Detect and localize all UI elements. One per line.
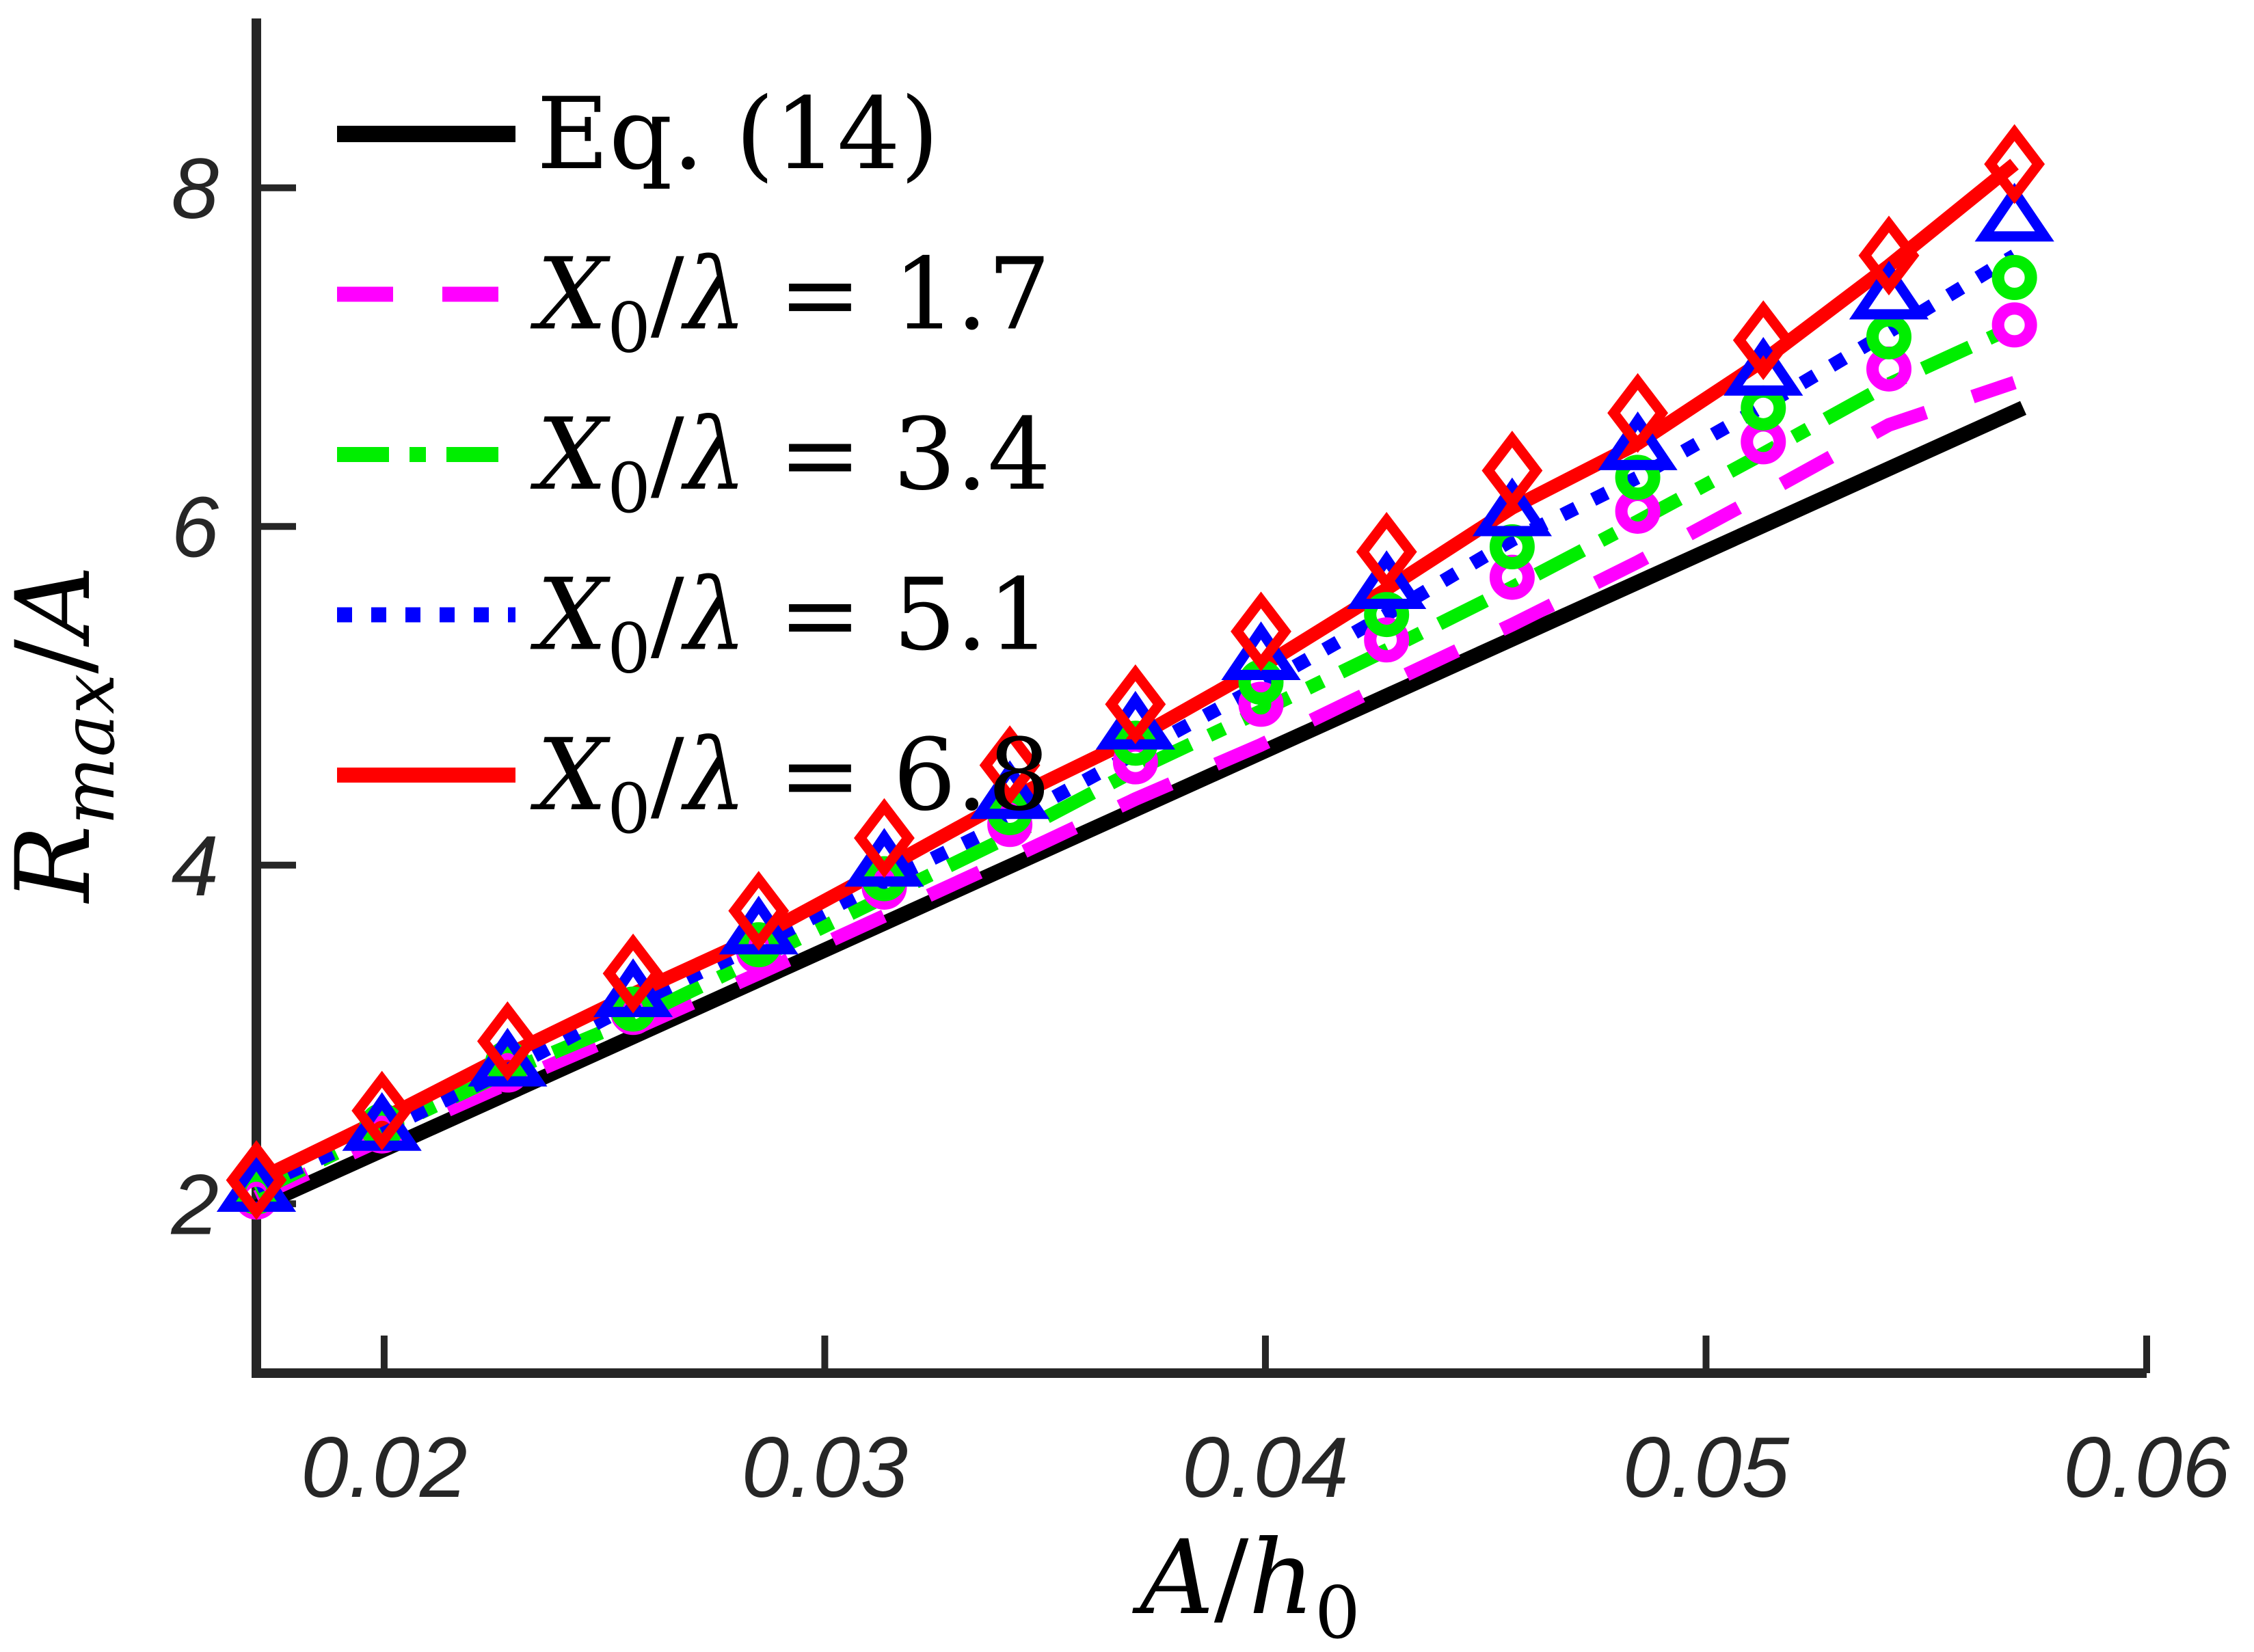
markers-x0l68 — [226, 124, 2045, 1220]
marker-diamond — [1356, 512, 1417, 592]
marker-circle — [1238, 681, 1284, 727]
y-tick-label: 8 — [171, 141, 219, 236]
y-tick-label: 6 — [171, 480, 219, 575]
marker-triangle — [844, 828, 924, 887]
marker-triangle — [969, 760, 1050, 820]
marker-triangle — [1472, 477, 1553, 537]
marker-diamond — [1607, 373, 1669, 453]
y-axis-label: Rmax/A — [0, 565, 131, 904]
marker-triangle — [1598, 411, 1678, 470]
plot-area — [216, 124, 2054, 1220]
marker-circle — [1866, 314, 1911, 360]
x-tick-label: 0.02 — [301, 1420, 467, 1515]
legend-label-x0l51: X0/λ = 5.1 — [530, 558, 1051, 689]
y-tick-label: 2 — [170, 1157, 219, 1252]
marker-diamond — [1231, 591, 1291, 672]
marker-circle — [1991, 302, 2037, 348]
marker-diamond — [1105, 664, 1166, 744]
marker-diamond — [728, 871, 790, 951]
series-line-x0l17 — [253, 376, 2017, 1204]
legend-label-x0l17: X0/λ = 1.7 — [530, 237, 1051, 368]
legend-label-eq14: Eq. (14) — [537, 77, 939, 192]
marker-triangle — [1347, 550, 1427, 609]
marker-diamond — [602, 933, 664, 1014]
series-line-x0l51 — [253, 249, 2018, 1193]
marker-circle — [1364, 617, 1410, 663]
series-line-eq14 — [253, 401, 2027, 1215]
axis-labels: A/h0 Rmax/A — [0, 565, 1360, 1652]
legend: Eq. (14) X0/λ = 1.7 X0/λ = 3.4 X0/λ = 5.1 X0… — [337, 77, 1051, 849]
marker-diamond — [1984, 124, 2045, 204]
y-tick-label: 4 — [171, 819, 219, 914]
marker-diamond — [854, 798, 915, 878]
marker-triangle — [1221, 621, 1301, 681]
marker-circle — [1364, 592, 1410, 638]
marker-diamond — [1732, 300, 1794, 381]
tick-labels: 0.02 0.03 0.04 0.05 0.06 2 4 6 8 — [170, 141, 2230, 1515]
marker-triangle — [1974, 182, 2054, 242]
marker-diamond — [226, 1140, 287, 1220]
marker-diamond — [1481, 431, 1543, 511]
marker-circle — [1741, 385, 1786, 431]
legend-label-x0l68: X0/λ = 6.8 — [530, 718, 1051, 849]
x-tick-label: 0.03 — [742, 1420, 908, 1515]
marker-diamond — [351, 1070, 413, 1151]
marker-circle — [1991, 255, 2037, 301]
x-axis-label: A/h0 — [1132, 1519, 1360, 1652]
marker-triangle — [1849, 260, 1929, 320]
marker-diamond — [1858, 215, 1920, 296]
marker-triangle — [1723, 336, 1803, 396]
marker-diamond — [979, 725, 1041, 805]
x-tick-label: 0.04 — [1182, 1420, 1348, 1515]
legend-label-x0l34: X0/λ = 3.4 — [530, 397, 1051, 528]
x-tick-label: 0.05 — [1623, 1420, 1790, 1515]
marker-diamond — [477, 1001, 538, 1081]
x-tick-label: 0.06 — [2063, 1420, 2230, 1515]
